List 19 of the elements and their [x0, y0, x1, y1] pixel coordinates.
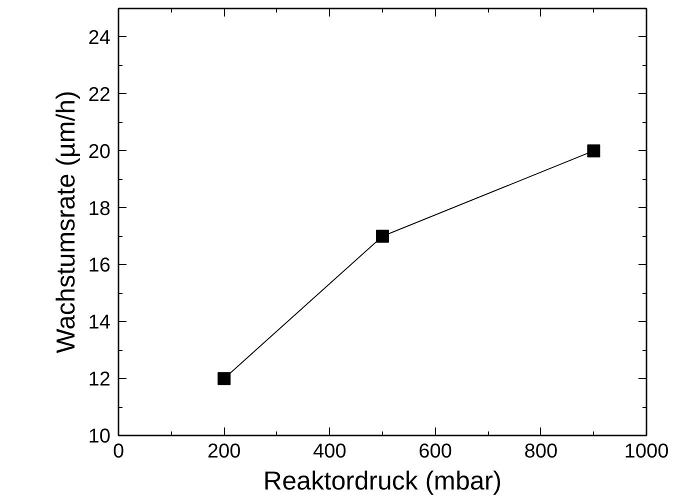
x-tick-label: 0: [112, 440, 124, 462]
y-tick-label: 16: [88, 254, 111, 277]
x-tick-label: 400: [313, 440, 346, 462]
y-axis-title: Wachstumsrate (µm/h): [50, 90, 80, 354]
point: [376, 230, 389, 243]
y-tick-label: 14: [88, 312, 111, 334]
y-tick-label: 18: [88, 198, 111, 220]
x-tick-label: 600: [418, 440, 452, 462]
x-tick-label: 800: [524, 440, 558, 462]
y-tick-label: 22: [88, 84, 111, 106]
x-tick-label: 200: [207, 440, 241, 462]
point: [218, 372, 231, 386]
y-tick-label: 12: [88, 368, 111, 391]
y-tick-label: 24: [88, 26, 111, 49]
point: [587, 144, 600, 158]
x-axis-title: Reaktordruck (mbar): [263, 466, 502, 496]
x-tick-label: 1000: [624, 440, 669, 462]
y-tick-label: 10: [88, 426, 111, 448]
y-tick-label: 20: [88, 140, 111, 163]
